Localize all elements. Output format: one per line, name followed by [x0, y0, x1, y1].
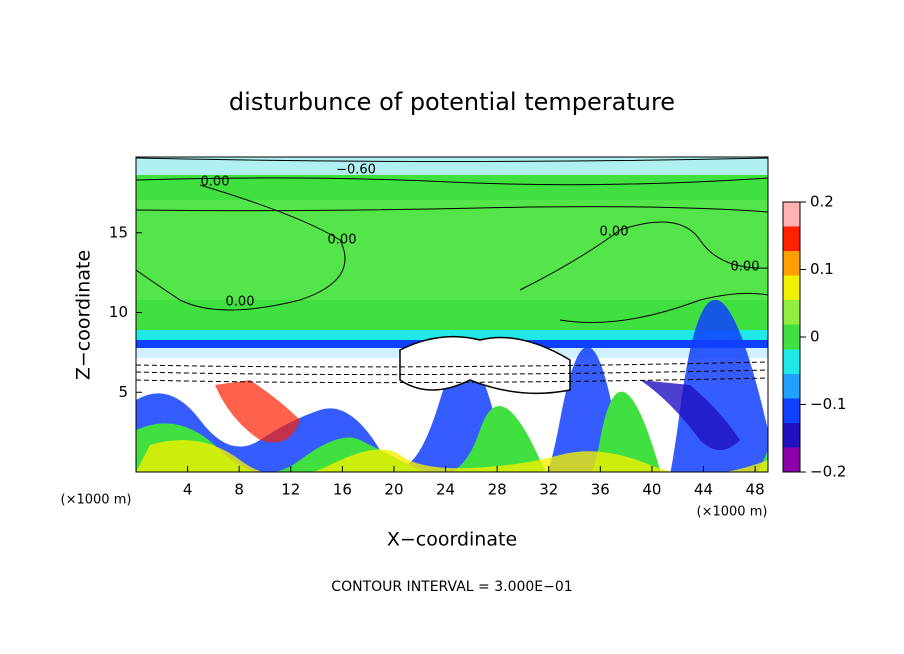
x-tick-label: 40	[642, 481, 661, 499]
x-tick-label: 20	[384, 481, 403, 499]
field-band	[136, 200, 768, 300]
contour-label: 0.00	[731, 260, 760, 275]
field-blob	[215, 380, 300, 443]
field-blob	[136, 391, 768, 472]
field-band	[136, 157, 768, 175]
x-tick-label: 4	[183, 481, 193, 499]
x-unit: (×1000 m)	[697, 505, 768, 520]
colorbar-tick-label: −0.2	[810, 463, 846, 481]
colorbar-tick-label: −0.1	[810, 395, 846, 413]
x-tick-label: 44	[694, 481, 713, 499]
colorbar-tick-label: 0	[810, 328, 820, 346]
contour-label: 0.00	[328, 233, 357, 248]
x-tick-label: 8	[234, 481, 244, 499]
contour-label: 0.00	[600, 225, 629, 240]
y-unit: (×1000 m)	[61, 493, 132, 508]
contour-label: −0.60	[336, 163, 376, 178]
y-tick-label: 15	[109, 223, 128, 241]
chart-title: disturbunce of potential temperature	[229, 88, 675, 116]
field-band	[136, 330, 768, 340]
colorbar-tick-label: 0.1	[810, 260, 834, 278]
field-blob	[136, 440, 768, 472]
contour-cluster	[399, 335, 571, 395]
plot-frame	[135, 156, 769, 473]
x-tick-label: 24	[436, 481, 455, 499]
x-tick-label: 32	[539, 481, 558, 499]
x-tick-label: 16	[333, 481, 352, 499]
colorbar-tick-label: 0.2	[810, 193, 834, 211]
x-tick-label: 48	[746, 481, 765, 499]
contour-lines	[136, 157, 768, 384]
colorbar	[782, 201, 801, 473]
y-tick-label: 10	[109, 303, 128, 321]
x-axis-title: X−coordinate	[387, 529, 517, 551]
contour-label: 0.00	[226, 295, 255, 310]
field	[136, 157, 768, 472]
y-tick-label: 5	[118, 383, 128, 401]
y-axis-title: Z−coordinate	[73, 250, 95, 380]
x-tick-label: 12	[281, 481, 300, 499]
contour-note: CONTOUR INTERVAL = 3.000E−01	[331, 579, 572, 595]
contour-label: 0.00	[201, 175, 230, 190]
x-tick-label: 36	[591, 481, 610, 499]
x-tick-label: 28	[488, 481, 507, 499]
field-blob	[640, 380, 740, 450]
